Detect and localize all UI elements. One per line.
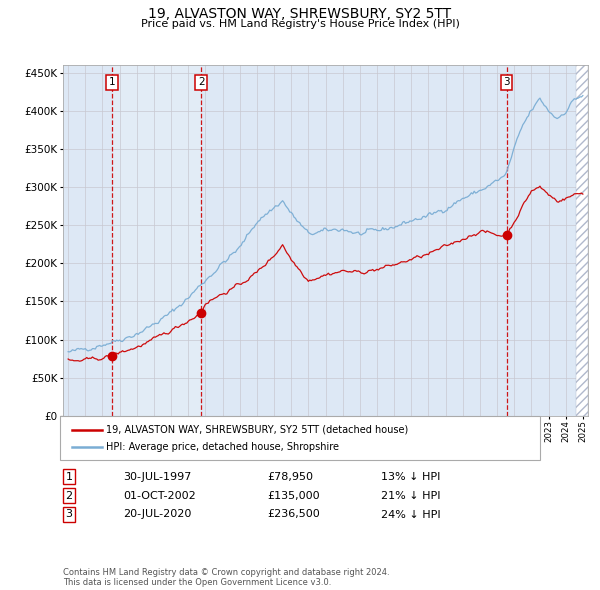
Text: £78,950: £78,950 <box>267 472 313 481</box>
Text: 13% ↓ HPI: 13% ↓ HPI <box>381 472 440 481</box>
Text: 19, ALVASTON WAY, SHREWSBURY, SY2 5TT (detached house): 19, ALVASTON WAY, SHREWSBURY, SY2 5TT (d… <box>106 425 409 435</box>
Text: 2: 2 <box>198 77 205 87</box>
Text: 21% ↓ HPI: 21% ↓ HPI <box>381 491 440 500</box>
Text: 2: 2 <box>65 491 73 500</box>
Text: 24% ↓ HPI: 24% ↓ HPI <box>381 510 440 519</box>
Text: Contains HM Land Registry data © Crown copyright and database right 2024.
This d: Contains HM Land Registry data © Crown c… <box>63 568 389 587</box>
Text: Price paid vs. HM Land Registry's House Price Index (HPI): Price paid vs. HM Land Registry's House … <box>140 19 460 29</box>
Text: 20-JUL-2020: 20-JUL-2020 <box>123 510 191 519</box>
Text: 01-OCT-2002: 01-OCT-2002 <box>123 491 196 500</box>
Text: £135,000: £135,000 <box>267 491 320 500</box>
Text: £236,500: £236,500 <box>267 510 320 519</box>
Text: 3: 3 <box>65 510 73 519</box>
Text: 19, ALVASTON WAY, SHREWSBURY, SY2 5TT: 19, ALVASTON WAY, SHREWSBURY, SY2 5TT <box>148 7 452 21</box>
Bar <box>575 65 588 416</box>
Text: 3: 3 <box>503 77 510 87</box>
Text: HPI: Average price, detached house, Shropshire: HPI: Average price, detached house, Shro… <box>106 441 339 451</box>
Text: 1: 1 <box>109 77 116 87</box>
Text: 1: 1 <box>65 472 73 481</box>
Text: 30-JUL-1997: 30-JUL-1997 <box>123 472 191 481</box>
Bar <box>112 65 201 416</box>
